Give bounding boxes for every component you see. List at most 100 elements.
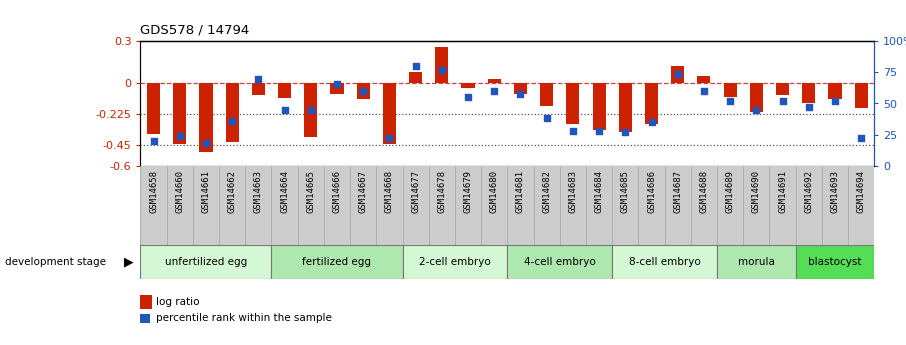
Point: [304, 107, 318, 112]
Bar: [645, 83, 658, 124]
Text: development stage: development stage: [5, 257, 105, 267]
Text: GSM14684: GSM14684: [594, 170, 603, 213]
Text: GSM14667: GSM14667: [359, 170, 368, 213]
Bar: [304, 83, 317, 137]
Bar: [252, 83, 265, 95]
Text: percentile rank within the sample: percentile rank within the sample: [156, 313, 332, 323]
Text: GSM14691: GSM14691: [778, 170, 787, 213]
Text: 8-cell embryo: 8-cell embryo: [629, 257, 700, 267]
Point: [828, 98, 843, 104]
Point: [854, 136, 869, 141]
Text: GSM14679: GSM14679: [464, 170, 473, 213]
Bar: [461, 83, 475, 88]
Text: blastocyst: blastocyst: [808, 257, 862, 267]
Point: [330, 81, 344, 86]
Bar: [487, 79, 501, 83]
Point: [802, 105, 816, 110]
Point: [382, 136, 397, 141]
Point: [670, 71, 685, 77]
Text: GSM14688: GSM14688: [699, 170, 708, 213]
Point: [539, 116, 554, 121]
Bar: [671, 66, 684, 83]
Text: GSM14665: GSM14665: [306, 170, 315, 213]
Bar: [272, 245, 402, 279]
Text: unfertilized egg: unfertilized egg: [165, 257, 247, 267]
Bar: [383, 83, 396, 144]
Bar: [795, 245, 874, 279]
Text: GSM14680: GSM14680: [490, 170, 499, 213]
Text: GSM14687: GSM14687: [673, 170, 682, 213]
Text: GSM14666: GSM14666: [333, 170, 342, 213]
Bar: [698, 76, 710, 83]
Bar: [514, 83, 527, 94]
Bar: [507, 245, 612, 279]
Point: [435, 67, 449, 73]
Bar: [776, 83, 789, 95]
Bar: [140, 245, 272, 279]
Point: [513, 91, 527, 96]
Bar: [199, 83, 213, 152]
Text: GSM14685: GSM14685: [621, 170, 630, 213]
Bar: [593, 83, 605, 130]
Bar: [402, 245, 507, 279]
Bar: [717, 245, 795, 279]
Bar: [802, 83, 815, 104]
Bar: [410, 72, 422, 83]
Bar: [435, 47, 448, 83]
Bar: [854, 83, 868, 108]
Point: [172, 133, 187, 139]
Text: GSM14694: GSM14694: [857, 170, 866, 213]
Text: 2-cell embryo: 2-cell embryo: [419, 257, 491, 267]
Bar: [357, 83, 370, 99]
Text: GSM14661: GSM14661: [201, 170, 210, 213]
Text: GSM14678: GSM14678: [438, 170, 447, 213]
Bar: [331, 83, 343, 94]
Point: [776, 98, 790, 104]
Text: GSM14682: GSM14682: [542, 170, 551, 213]
Text: GSM14662: GSM14662: [227, 170, 236, 213]
Point: [487, 88, 502, 94]
Text: GSM14663: GSM14663: [254, 170, 263, 213]
Bar: [173, 83, 187, 144]
Bar: [278, 83, 291, 98]
Bar: [619, 83, 631, 132]
Point: [225, 118, 239, 124]
Point: [356, 88, 371, 94]
Bar: [724, 83, 737, 97]
Bar: [828, 83, 842, 99]
Text: fertilized egg: fertilized egg: [303, 257, 371, 267]
Point: [723, 98, 737, 104]
Point: [565, 128, 580, 134]
Bar: [612, 245, 717, 279]
Text: GSM14681: GSM14681: [516, 170, 525, 213]
Text: morula: morula: [737, 257, 775, 267]
Text: GSM14692: GSM14692: [805, 170, 814, 213]
Point: [251, 76, 265, 81]
Point: [592, 128, 606, 134]
Point: [749, 107, 764, 112]
Text: GSM14660: GSM14660: [175, 170, 184, 213]
Text: log ratio: log ratio: [156, 297, 199, 307]
Point: [409, 63, 423, 69]
Bar: [226, 83, 238, 142]
Text: GSM14686: GSM14686: [647, 170, 656, 213]
Text: GSM14690: GSM14690: [752, 170, 761, 213]
Text: 4-cell embryo: 4-cell embryo: [524, 257, 595, 267]
Text: GSM14689: GSM14689: [726, 170, 735, 213]
Point: [697, 88, 711, 94]
Bar: [540, 83, 554, 106]
Point: [146, 138, 160, 144]
Point: [461, 95, 476, 100]
Point: [644, 119, 659, 125]
Point: [198, 140, 213, 146]
Text: ▶: ▶: [123, 256, 133, 269]
Text: GSM14658: GSM14658: [149, 170, 158, 213]
Text: GSM14693: GSM14693: [831, 170, 840, 213]
Bar: [566, 83, 580, 124]
Text: GDS578 / 14794: GDS578 / 14794: [140, 23, 250, 37]
Text: GSM14668: GSM14668: [385, 170, 394, 213]
Bar: [147, 83, 160, 134]
Point: [277, 107, 292, 112]
Bar: [750, 83, 763, 112]
Text: GSM14664: GSM14664: [280, 170, 289, 213]
